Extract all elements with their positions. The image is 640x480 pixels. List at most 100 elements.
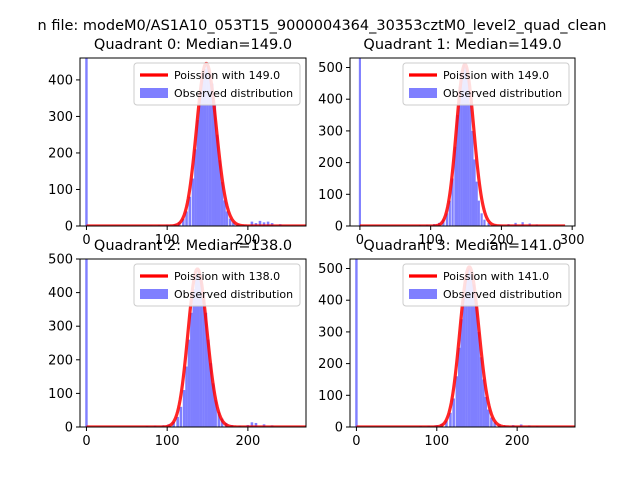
hist-bar	[467, 268, 471, 427]
hist-bar	[206, 65, 209, 226]
hist-bar	[209, 363, 213, 427]
hist-bar	[185, 211, 188, 226]
hist-bar	[487, 222, 490, 226]
hist-bar	[258, 220, 262, 226]
legend: Poission with 138.0 Observed distribution	[133, 263, 301, 307]
y-tick-label: 500	[318, 262, 343, 277]
x-tick-label: 0	[82, 233, 90, 248]
hist-bar	[458, 86, 461, 226]
legend-box	[133, 263, 301, 307]
x-tick-label: 200	[505, 434, 530, 449]
y-tick-label: 0	[335, 421, 343, 436]
hist-bar	[225, 211, 229, 226]
subplot-title: Quadrant 1: Median=149.0	[363, 37, 561, 53]
plot-area	[85, 58, 306, 226]
legend-box	[133, 62, 301, 106]
hist-bar-zero	[358, 58, 361, 226]
axes-frame	[79, 258, 307, 428]
legend-entry-poisson: Poission with 149.0	[443, 69, 549, 82]
hist-bar	[215, 134, 219, 226]
hist-bar	[458, 347, 461, 427]
hist-bar	[187, 339, 191, 427]
legend-bar-swatch	[409, 289, 437, 299]
hist-bar	[467, 80, 470, 226]
y-tick-label: 200	[318, 156, 343, 171]
y-tick-label: 0	[335, 220, 343, 235]
y-tick-label: 100	[48, 183, 73, 198]
legend-box	[402, 62, 570, 106]
hist-bar	[228, 218, 232, 226]
hist-bar	[451, 178, 454, 226]
hist-bar	[460, 70, 463, 226]
hist-bar	[211, 83, 214, 226]
y-tick-label: 400	[318, 93, 343, 108]
legend: Poission with 149.0 Observed distribution	[133, 62, 301, 106]
hist-bar	[211, 383, 215, 427]
y-tick-label: 100	[318, 389, 343, 404]
legend-entry-observed: Observed distribution	[174, 87, 293, 100]
hist-bar	[172, 421, 175, 427]
legend: Poission with 149.0 Observed distribution	[402, 62, 570, 106]
y-tick-label: 400	[48, 73, 73, 88]
y-tick-label: 300	[318, 124, 343, 139]
y-tick-label: 400	[318, 294, 343, 309]
y-tick-label: 100	[48, 387, 73, 402]
hist-bar	[471, 130, 474, 226]
hist-bar	[266, 221, 270, 226]
y-tick-label: 200	[48, 146, 73, 161]
hist-bar	[188, 196, 192, 226]
hist-bar	[250, 422, 254, 427]
x-tick-label: 0	[356, 233, 364, 248]
hist-bar	[462, 64, 466, 226]
hist-bar	[469, 102, 472, 226]
y-tick-label: 100	[318, 188, 343, 203]
hist-bar	[198, 98, 202, 226]
y-tick-label: 500	[48, 253, 73, 268]
hist-bar	[462, 293, 466, 427]
hist-bar	[204, 312, 208, 427]
legend-entry-poisson: Poission with 149.0	[174, 69, 280, 82]
hist-bar	[262, 222, 266, 226]
subplot-title: Quadrant 2: Median=138.0	[94, 238, 292, 254]
hist-bar	[196, 120, 200, 226]
subplot-quadrant-3: 0 100 200 0 100 200 300 400 500 Quadrant 3: Media…	[318, 238, 576, 449]
hist-bar	[203, 68, 207, 226]
x-tick-label: 200	[235, 233, 260, 248]
hist-bar	[182, 218, 185, 226]
hist-bar	[472, 284, 476, 427]
y-tick-label: 300	[318, 325, 343, 340]
hist-bar	[254, 422, 258, 427]
hist-bar	[223, 200, 226, 226]
hist-bar	[475, 181, 478, 226]
y-tick-label: 300	[48, 320, 73, 335]
hist-bar	[213, 105, 217, 226]
hist-bar	[190, 312, 193, 427]
legend-entry-observed: Observed distribution	[174, 288, 293, 301]
hist-bar	[470, 271, 473, 427]
y-tick-label: 200	[48, 353, 73, 368]
hist-bar	[448, 200, 451, 226]
x-tick-label: 100	[155, 434, 180, 449]
x-tick-label: 100	[418, 233, 443, 248]
hist-bar	[214, 400, 217, 427]
y-tick-label: 400	[48, 286, 73, 301]
hist-bar	[480, 213, 483, 226]
figure-suptitle: n file: modeM0/AS1A10_053T15_9000004364_…	[38, 18, 607, 34]
subplot-title: Quadrant 0: Median=149.0	[94, 37, 292, 53]
legend-entry-poisson: Poission with 138.0	[174, 270, 280, 283]
y-tick-label: 500	[318, 61, 343, 76]
hist-bar	[185, 366, 188, 427]
hist-bar	[486, 409, 490, 427]
hist-bar	[207, 339, 210, 427]
axes-frame	[349, 258, 576, 428]
hist-bar	[483, 219, 486, 226]
legend-bar-swatch	[409, 88, 437, 98]
hist-bar	[208, 72, 212, 226]
y-tick-label: 300	[48, 110, 73, 125]
hist-bar	[464, 67, 468, 226]
hist-bar	[179, 406, 183, 427]
legend: Poission with 141.0 Observed distribution	[402, 263, 570, 307]
hist-bar-zero	[355, 259, 358, 427]
hist-bar	[197, 272, 200, 427]
hist-bar	[220, 182, 224, 226]
